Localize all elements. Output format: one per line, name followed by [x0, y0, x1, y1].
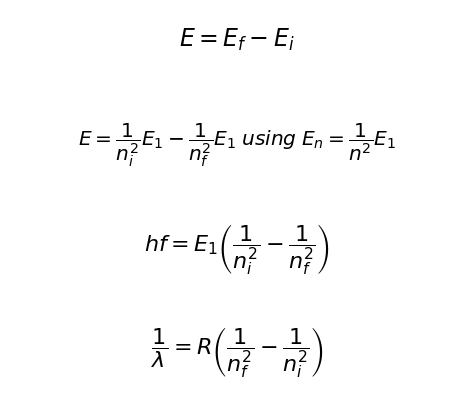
Text: $E = \dfrac{1}{n_i^2}E_1 - \dfrac{1}{n_f^2}E_1 \; \mathit{using} \; E_n = \dfrac: $E = \dfrac{1}{n_i^2}E_1 - \dfrac{1}{n_f… — [78, 122, 396, 169]
Text: $E = E_f - E_i$: $E = E_f - E_i$ — [179, 27, 295, 53]
Text: $\dfrac{1}{\lambda} = R\left(\dfrac{1}{n_f^2} - \dfrac{1}{n_i^2}\right)$: $\dfrac{1}{\lambda} = R\left(\dfrac{1}{n… — [151, 325, 323, 379]
Text: $hf = E_1\left(\dfrac{1}{n_i^2} - \dfrac{1}{n_f^2}\right)$: $hf = E_1\left(\dfrac{1}{n_i^2} - \dfrac… — [144, 222, 330, 276]
